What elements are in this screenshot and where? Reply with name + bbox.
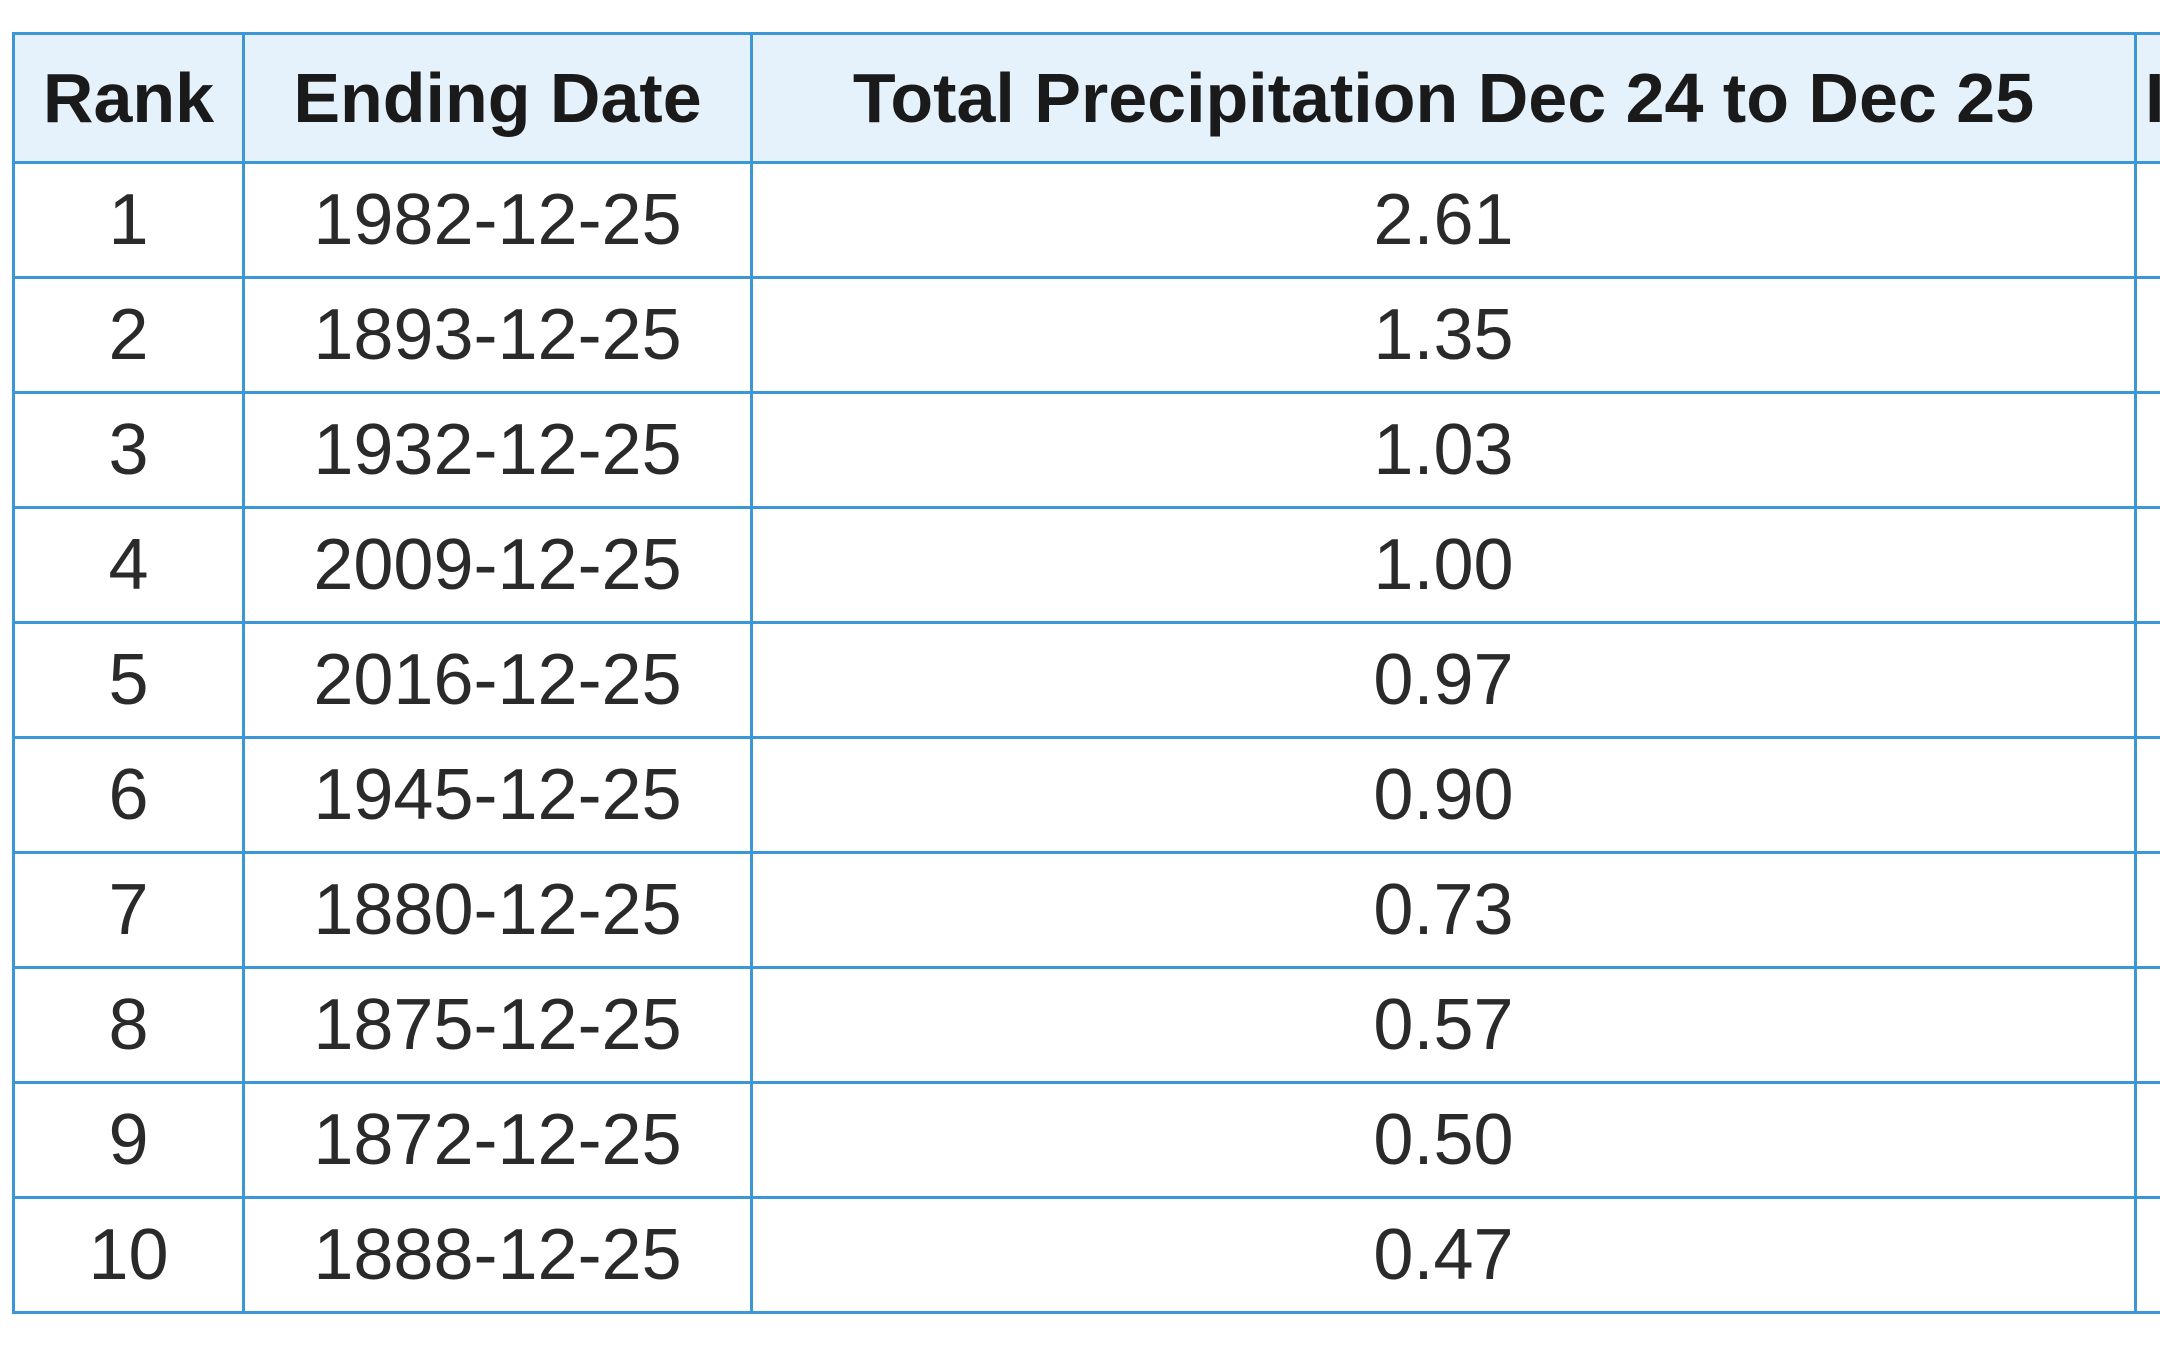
cell-ending-date: 2016-12-25 [242, 621, 753, 739]
cell-rank: 9 [12, 1081, 245, 1199]
cell-total-precipitation: 0.50 [750, 1081, 2137, 1199]
table-row: 2 1893-12-25 1.35 [12, 276, 2160, 394]
table-row: 6 1945-12-25 0.90 [12, 736, 2160, 854]
cell-ending-date: 1893-12-25 [242, 276, 753, 394]
precipitation-rank-table-container: Rank Ending Date Total Precipitation Dec… [12, 32, 2160, 1314]
cell-ending-date: 1945-12-25 [242, 736, 753, 854]
cell-extra [2134, 276, 2160, 394]
cell-extra [2134, 161, 2160, 279]
cell-total-precipitation: 1.00 [750, 506, 2137, 624]
cell-extra [2134, 736, 2160, 854]
cell-ending-date: 1932-12-25 [242, 391, 753, 509]
cell-rank: 6 [12, 736, 245, 854]
header-extra-partial[interactable]: I [2134, 32, 2160, 164]
cell-rank: 3 [12, 391, 245, 509]
cell-total-precipitation: 1.03 [750, 391, 2137, 509]
cell-rank: 4 [12, 506, 245, 624]
cell-rank: 1 [12, 161, 245, 279]
cell-rank: 5 [12, 621, 245, 739]
cell-total-precipitation: 0.47 [750, 1196, 2137, 1314]
cell-extra [2134, 851, 2160, 969]
cell-extra [2134, 966, 2160, 1084]
table-row: 7 1880-12-25 0.73 [12, 851, 2160, 969]
table-header: Rank Ending Date Total Precipitation Dec… [12, 32, 2160, 164]
cell-total-precipitation: 2.61 [750, 161, 2137, 279]
cell-total-precipitation: 0.57 [750, 966, 2137, 1084]
cell-ending-date: 1872-12-25 [242, 1081, 753, 1199]
cell-total-precipitation: 1.35 [750, 276, 2137, 394]
table-row: 4 2009-12-25 1.00 [12, 506, 2160, 624]
table-row: 8 1875-12-25 0.57 [12, 966, 2160, 1084]
cell-total-precipitation: 0.97 [750, 621, 2137, 739]
cell-ending-date: 1888-12-25 [242, 1196, 753, 1314]
cell-rank: 7 [12, 851, 245, 969]
cell-extra [2134, 506, 2160, 624]
table-row: 9 1872-12-25 0.50 [12, 1081, 2160, 1199]
table-body: 1 1982-12-25 2.61 2 1893-12-25 1.35 3 1932-12-2… [12, 161, 2160, 1314]
cell-extra [2134, 1081, 2160, 1199]
header-rank[interactable]: Rank [12, 32, 245, 164]
cell-ending-date: 1982-12-25 [242, 161, 753, 279]
cell-ending-date: 1875-12-25 [242, 966, 753, 1084]
cell-total-precipitation: 0.73 [750, 851, 2137, 969]
cell-total-precipitation: 0.90 [750, 736, 2137, 854]
cell-extra [2134, 1196, 2160, 1314]
cell-ending-date: 2009-12-25 [242, 506, 753, 624]
cell-extra [2134, 621, 2160, 739]
table-row: 1 1982-12-25 2.61 [12, 161, 2160, 279]
table-row: 10 1888-12-25 0.47 [12, 1196, 2160, 1314]
cell-rank: 10 [12, 1196, 245, 1314]
header-ending-date[interactable]: Ending Date [242, 32, 753, 164]
precipitation-rank-table: Rank Ending Date Total Precipitation Dec… [12, 32, 2160, 1314]
header-total-precipitation[interactable]: Total Precipitation Dec 24 to Dec 25 [750, 32, 2137, 164]
cell-extra [2134, 391, 2160, 509]
header-row: Rank Ending Date Total Precipitation Dec… [12, 32, 2160, 164]
cell-rank: 2 [12, 276, 245, 394]
table-row: 3 1932-12-25 1.03 [12, 391, 2160, 509]
table-row: 5 2016-12-25 0.97 [12, 621, 2160, 739]
cell-ending-date: 1880-12-25 [242, 851, 753, 969]
cell-rank: 8 [12, 966, 245, 1084]
